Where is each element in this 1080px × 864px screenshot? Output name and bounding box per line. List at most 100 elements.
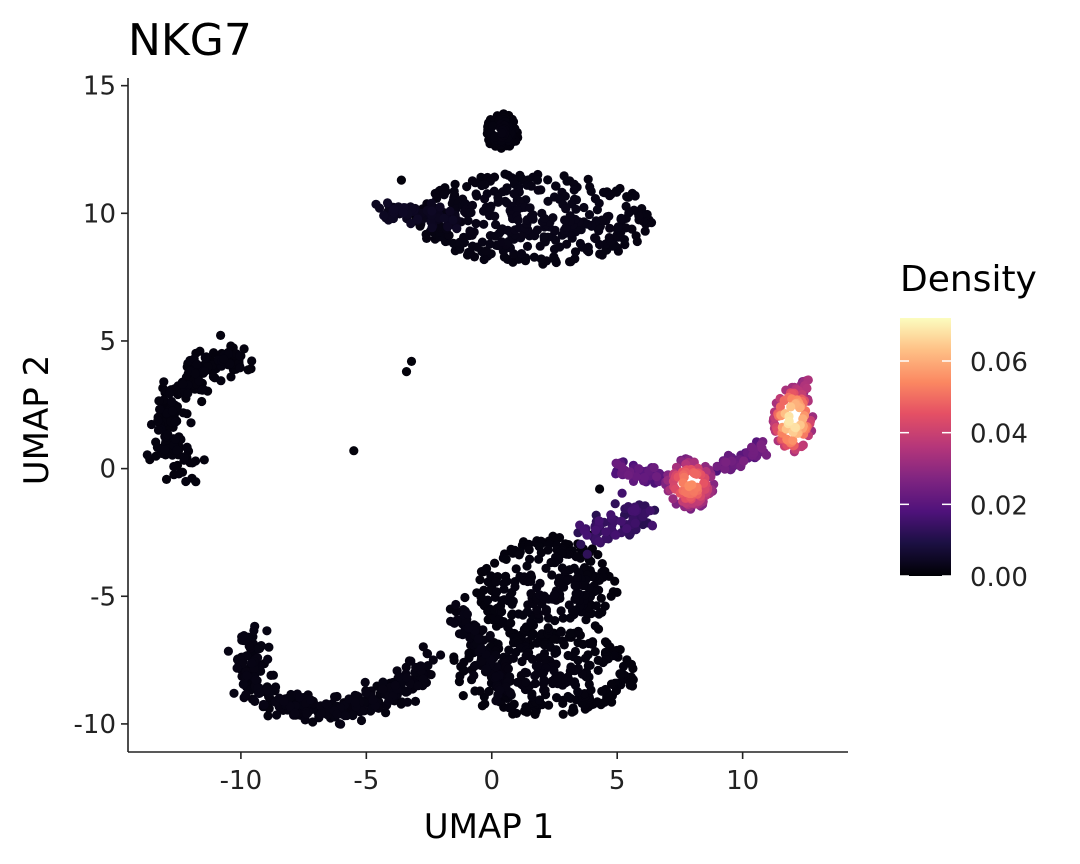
scatter-point	[172, 445, 182, 455]
scatter-point	[401, 367, 412, 377]
scatter-point	[466, 208, 476, 218]
scatter-point	[562, 176, 572, 186]
scatter-point	[560, 215, 570, 225]
scatter-point	[406, 219, 416, 229]
scatter-point	[570, 581, 580, 591]
scatter-point	[170, 434, 180, 444]
scatter-point	[561, 204, 571, 214]
scatter-point	[613, 222, 623, 232]
scatter-point	[186, 418, 196, 428]
scatter-point	[592, 697, 602, 707]
scatter-point	[721, 457, 731, 467]
x-tick-label: 5	[609, 766, 626, 796]
scatter-point	[570, 247, 581, 257]
scatter-point	[226, 372, 236, 382]
scatter-point	[491, 220, 501, 230]
scatter-point	[536, 254, 546, 264]
scatter-point	[615, 669, 625, 679]
y-tick-label: 0	[99, 455, 116, 485]
scatter-point	[242, 671, 252, 681]
scatter-point	[622, 524, 632, 534]
scatter-point	[548, 213, 558, 223]
scatter-point	[549, 252, 559, 262]
scatter-point	[524, 545, 534, 555]
scatter-point	[389, 204, 399, 214]
scatter-point	[479, 219, 489, 229]
scatter-point	[579, 202, 589, 213]
scatter-point	[502, 576, 512, 586]
scatter-point	[491, 577, 501, 587]
scatter-point	[378, 684, 388, 694]
scatter-point	[532, 175, 543, 185]
scatter-point	[631, 472, 641, 482]
scatter-point	[394, 671, 404, 682]
scatter-point	[508, 596, 518, 606]
scatter-point	[525, 203, 535, 213]
x-tick-label: -10	[220, 766, 262, 796]
scatter-point	[398, 208, 408, 218]
scatter-point	[582, 549, 592, 559]
scatter-point	[747, 442, 757, 452]
scatter-point	[522, 241, 533, 251]
scatter-point	[462, 182, 472, 192]
scatter-point	[576, 539, 586, 550]
scatter-point	[356, 715, 367, 726]
scatter-point	[390, 680, 400, 690]
y-tick-label: -10	[74, 710, 116, 740]
scatter-point	[547, 570, 557, 580]
scatter-point	[556, 627, 567, 637]
scatter-point	[262, 685, 272, 695]
scatter-point	[504, 645, 514, 655]
scatter-point	[640, 226, 650, 236]
scatter-point	[262, 626, 272, 636]
x-axis-ticks: -10 -5 0 5 10	[220, 752, 759, 796]
scatter-point	[630, 504, 640, 515]
scatter-point	[153, 425, 164, 435]
scatter-point	[321, 699, 331, 709]
scatter-point	[187, 458, 197, 468]
scatter-point	[522, 561, 532, 571]
scatter-point	[361, 688, 371, 698]
scatter-point	[263, 711, 273, 721]
scatter-point	[623, 470, 634, 480]
scatter-point	[605, 223, 615, 233]
scatter-point	[458, 630, 468, 640]
scatter-point	[606, 510, 616, 520]
scatter-point	[506, 618, 516, 628]
scatter-point	[616, 468, 627, 479]
scatter-point	[606, 591, 616, 601]
scatter-point	[477, 237, 487, 247]
scatter-point	[490, 558, 500, 568]
legend-ticks: 0.00 0.02 0.04 0.06	[900, 348, 1028, 593]
scatter-point	[529, 252, 539, 262]
scatter-point	[250, 696, 260, 707]
scatter-point	[199, 455, 209, 465]
scatter-point	[170, 417, 180, 427]
scatter-point	[564, 600, 574, 610]
scatter-point	[159, 445, 170, 455]
scatter-point	[491, 672, 501, 682]
scatter-point	[528, 214, 538, 224]
scatter-point	[684, 481, 694, 491]
scatter-point	[580, 653, 591, 663]
scatter-point	[235, 363, 245, 373]
scatter-point	[590, 233, 600, 243]
scatter-point	[378, 677, 388, 687]
scatter-point	[712, 461, 722, 471]
scatter-point	[573, 655, 583, 665]
scatter-point	[543, 623, 553, 633]
scatter-point	[247, 658, 257, 668]
scatter-point	[535, 695, 545, 705]
scatter-point	[495, 685, 505, 695]
scatter-point	[563, 691, 573, 702]
scatter-point	[305, 695, 316, 705]
x-axis-title: UMAP 1	[424, 807, 554, 847]
scatter-point	[527, 654, 538, 664]
scatter-point	[490, 211, 500, 221]
scatter-point	[413, 214, 423, 224]
scatter-point	[348, 710, 358, 721]
scatter-point	[422, 649, 433, 659]
scatter-point	[197, 396, 207, 407]
scatter-point	[571, 552, 581, 562]
